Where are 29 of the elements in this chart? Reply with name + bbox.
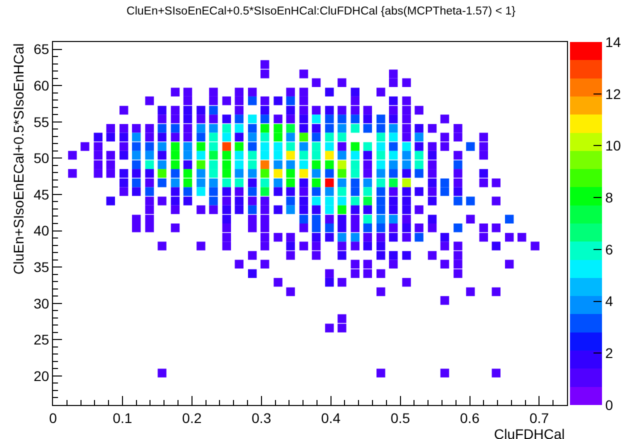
color-bar-label: 4 bbox=[605, 293, 614, 310]
x-tick-label: 0 bbox=[49, 410, 58, 426]
y-tick-label: 40 bbox=[34, 222, 50, 239]
x-tick-label: 0.6 bbox=[460, 410, 480, 426]
x-tick-label: 0.2 bbox=[182, 410, 202, 426]
y-tick-label: 50 bbox=[34, 150, 50, 166]
y-tick-label: 20 bbox=[34, 368, 50, 384]
color-bar-label: 14 bbox=[605, 34, 622, 50]
color-bar-label: 8 bbox=[605, 189, 614, 206]
y-tick-label: 55 bbox=[34, 114, 50, 130]
color-bar-label: 12 bbox=[605, 86, 622, 102]
chart-title: CluEn+SIsoEnECal+0.5*SIsoEnHCal:CluFDHCal {abs(MCPTheta-1.57) < 1} bbox=[126, 6, 516, 18]
x-tick-label: 0.1 bbox=[112, 410, 132, 426]
x-tick-label: 0.5 bbox=[390, 410, 410, 426]
color-bar-label: 2 bbox=[605, 345, 614, 362]
color-bar-label: 6 bbox=[605, 241, 614, 258]
color-bar-label: 10 bbox=[605, 138, 622, 154]
x-tick-label: 0.4 bbox=[321, 410, 341, 426]
y-tick-label: 30 bbox=[34, 295, 50, 312]
y-tick-label: 35 bbox=[34, 258, 50, 275]
x-tick-label: 0.3 bbox=[252, 410, 272, 426]
x-axis-title: CluFDHCal bbox=[494, 426, 565, 439]
y-tick-label: 45 bbox=[34, 186, 50, 202]
x-tick-label: 0.7 bbox=[529, 410, 550, 426]
y-tick-label: 60 bbox=[34, 77, 50, 94]
y-axis-title: CluEn+SIsoEnECal+0.5*SIsoEnHCal bbox=[10, 43, 26, 274]
y-tick-label: 65 bbox=[34, 41, 50, 58]
color-bar-label: 0 bbox=[605, 396, 614, 413]
y-tick-label: 25 bbox=[34, 332, 50, 348]
